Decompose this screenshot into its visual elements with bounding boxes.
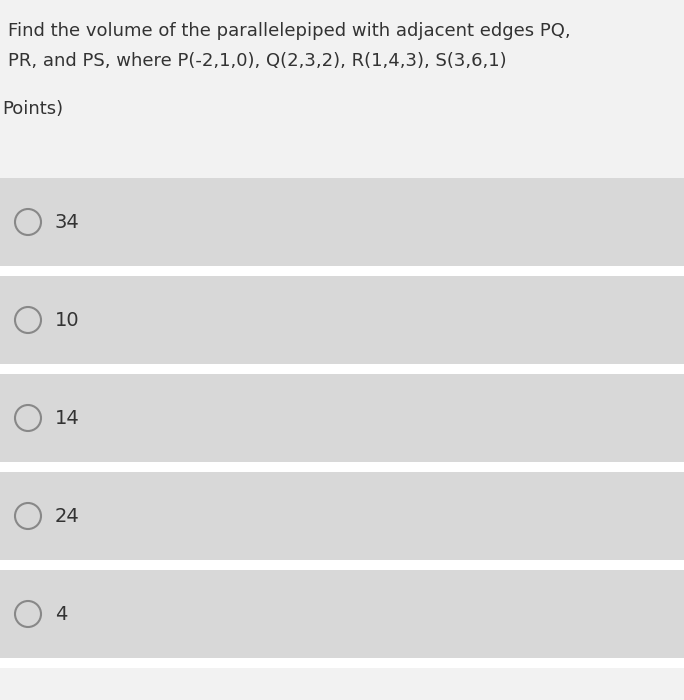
Text: 24: 24 bbox=[55, 507, 80, 526]
Text: Points): Points) bbox=[2, 100, 63, 118]
Text: 10: 10 bbox=[55, 311, 79, 330]
Bar bbox=[0, 570, 684, 658]
Text: Find the volume of the parallelepiped with adjacent edges PQ,: Find the volume of the parallelepiped wi… bbox=[8, 22, 570, 40]
Text: 14: 14 bbox=[55, 409, 80, 428]
Bar bbox=[0, 178, 684, 266]
Bar bbox=[0, 658, 684, 668]
Bar bbox=[0, 276, 684, 364]
Text: 4: 4 bbox=[55, 605, 68, 624]
Bar bbox=[0, 472, 684, 560]
Bar bbox=[0, 374, 684, 462]
Bar bbox=[0, 0, 684, 175]
Bar bbox=[0, 364, 684, 374]
Bar bbox=[0, 266, 684, 276]
Text: PR, and PS, where P(-2,1,0), Q(2,3,2), R(1,4,3), S(3,6,1): PR, and PS, where P(-2,1,0), Q(2,3,2), R… bbox=[8, 52, 507, 70]
Bar bbox=[0, 560, 684, 570]
Text: 34: 34 bbox=[55, 213, 80, 232]
Bar bbox=[0, 462, 684, 472]
